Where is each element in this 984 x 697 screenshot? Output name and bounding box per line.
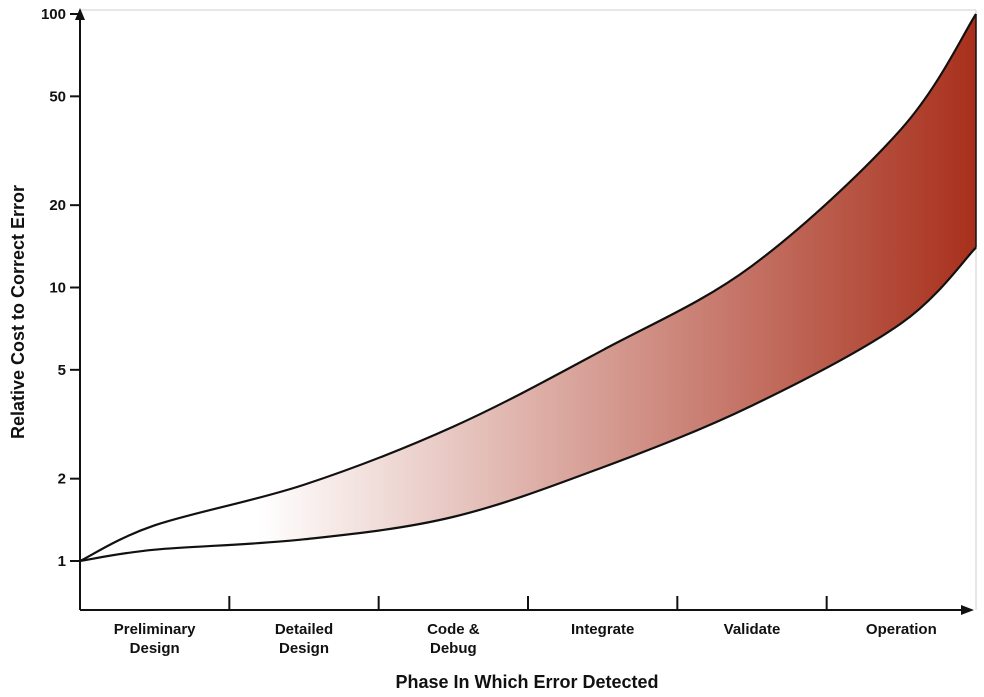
x-category-label: Code & Debug xyxy=(427,621,480,657)
x-category-label: Preliminary Design xyxy=(114,621,196,657)
cost-band-area xyxy=(80,14,976,561)
y-tick-label: 2 xyxy=(58,471,66,488)
band-layer xyxy=(79,13,977,563)
x-axis-title: Phase In Which Error Detected xyxy=(395,672,658,692)
y-tick-label: 1 xyxy=(58,553,66,570)
x-category-label: Detailed Design xyxy=(275,621,333,657)
y-axis-title: Relative Cost to Correct Error xyxy=(8,185,28,439)
y-ticks: 1 2 5 10 20 50 100 xyxy=(41,6,80,570)
x-category-label: Integrate xyxy=(571,621,634,638)
upper-bound-line xyxy=(79,13,977,562)
x-category-label: Validate xyxy=(724,621,781,638)
y-tick-label: 20 xyxy=(49,197,66,214)
x-category-label: Operation xyxy=(866,621,937,638)
y-tick-label: 5 xyxy=(58,362,66,379)
x-ticks: Preliminary Design Detailed Design Code & Deb… xyxy=(114,596,937,657)
x-axis-arrow-icon xyxy=(961,605,974,615)
y-tick-label: 50 xyxy=(49,88,66,105)
lower-bound-line xyxy=(79,246,977,563)
y-tick-label: 10 xyxy=(49,280,66,297)
y-tick-label: 100 xyxy=(41,6,66,23)
